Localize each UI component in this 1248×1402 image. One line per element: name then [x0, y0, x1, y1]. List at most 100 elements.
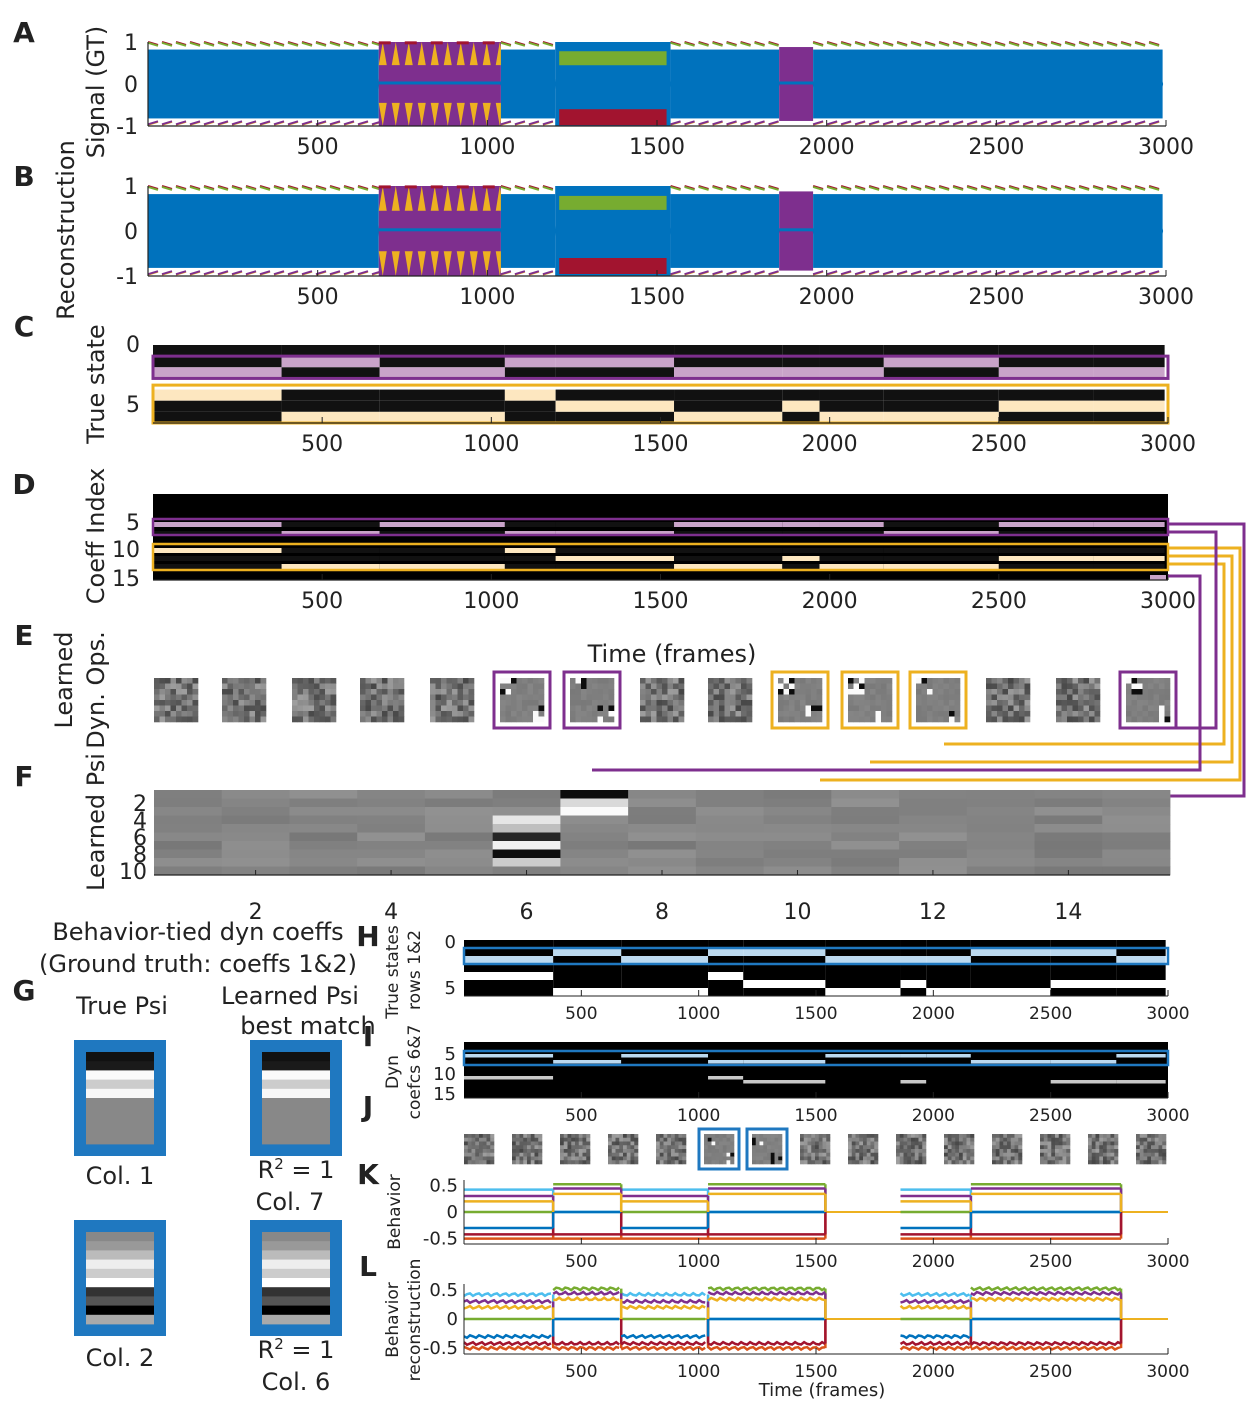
matrix-cell — [170, 694, 177, 701]
matrix-cell — [1010, 1145, 1015, 1150]
heatmap-cell — [819, 556, 884, 561]
panel-i-ytick-label: 5 — [445, 1044, 456, 1065]
matrix-cell — [1143, 1152, 1148, 1157]
matrix-cell — [1002, 716, 1009, 723]
matrix-cell — [292, 711, 298, 717]
matrix-cell — [582, 1149, 587, 1154]
matrix-cell — [859, 716, 865, 723]
heatmap-cell — [819, 411, 884, 423]
matrix-cell — [527, 705, 534, 712]
panel-d-xtick-label: 2500 — [971, 589, 1027, 614]
signal-edge — [147, 185, 159, 191]
matrix-cell — [292, 683, 298, 690]
matrix-cell — [441, 711, 447, 717]
matrix-cell — [811, 1152, 816, 1157]
matrix-cell — [662, 705, 668, 712]
matrix-cell — [962, 1152, 967, 1157]
matrix-cell — [1019, 700, 1025, 706]
matrix-cell — [1043, 1141, 1048, 1146]
matrix-cell — [522, 700, 528, 706]
psi-cell — [628, 790, 697, 799]
signal-edge — [768, 120, 779, 126]
signal-spike — [378, 102, 387, 126]
matrix-cell — [592, 683, 598, 690]
matrix-cell — [682, 1156, 687, 1161]
heatmap-cell — [621, 940, 709, 948]
heatmap-cell — [1116, 980, 1166, 988]
signal-edge — [1036, 41, 1048, 47]
matrix-cell — [1095, 1149, 1100, 1154]
psi-band — [262, 1268, 330, 1279]
signal-edge — [1106, 270, 1118, 276]
psi-cell — [695, 866, 764, 876]
matrix-cell — [770, 1145, 775, 1150]
matrix-cell — [1114, 1160, 1119, 1165]
heatmap-cell — [555, 531, 675, 536]
matrix-cell — [1051, 1134, 1056, 1139]
panel-letter-j: J — [361, 1090, 373, 1123]
matrix-cell — [512, 1134, 517, 1139]
matrix-cell — [467, 1141, 472, 1146]
psi-cell — [695, 858, 764, 867]
signal-spike — [417, 186, 426, 211]
matrix-cell — [360, 716, 366, 723]
matrix-cell — [360, 689, 366, 695]
matrix-cell — [578, 1156, 583, 1161]
panel-i-xtick-label: 1000 — [677, 1106, 720, 1126]
matrix-cell — [505, 716, 512, 723]
matrix-cell — [515, 1134, 520, 1139]
panel-k-ytick-label: -0.5 — [423, 1229, 458, 1250]
matrix-cell — [911, 1145, 916, 1150]
matrix-cell — [608, 694, 615, 701]
matrix-cell — [1164, 683, 1171, 690]
matrix-cell — [1083, 700, 1090, 706]
matrix-cell — [730, 700, 736, 706]
matrix-cell — [630, 1141, 635, 1146]
matrix-cell — [1148, 700, 1154, 706]
matrix-cell — [1040, 1160, 1045, 1165]
matrix-cell — [851, 1134, 856, 1139]
matrix-cell — [325, 705, 331, 712]
panel-h-xtick-label: 2000 — [912, 1004, 955, 1024]
matrix-cell — [325, 689, 331, 695]
matrix-cell — [181, 711, 188, 717]
panel-b-xtick-label: 500 — [297, 285, 339, 310]
matrix-cell — [615, 1152, 620, 1157]
heatmap-cell — [825, 972, 901, 980]
matrix-cell — [446, 689, 453, 695]
matrix-cell — [1014, 1156, 1019, 1161]
signal-edge — [1120, 270, 1132, 276]
panel-f-xtick-label: 10 — [783, 900, 811, 925]
signal-edge — [1148, 120, 1160, 126]
matrix-cell — [1162, 1152, 1167, 1157]
matrix-cell — [970, 1160, 975, 1165]
matrix-cell — [807, 1160, 812, 1165]
matrix-cell — [715, 1160, 720, 1165]
signal-edge — [1078, 185, 1090, 191]
matrix-cell — [1158, 1160, 1163, 1165]
matrix-cell — [1058, 1141, 1063, 1146]
signal-edge — [1134, 120, 1146, 126]
matrix-cell — [752, 1156, 757, 1161]
matrix-cell — [382, 700, 388, 706]
matrix-cell — [611, 1156, 616, 1161]
psi-cell — [424, 841, 494, 850]
matrix-cell — [1007, 1156, 1012, 1161]
matrix-cell — [800, 700, 806, 706]
matrix-cell — [365, 678, 372, 684]
matrix-cell — [1099, 1145, 1104, 1150]
matrix-cell — [446, 716, 453, 723]
matrix-cell — [671, 1141, 676, 1146]
matrix-cell — [899, 1141, 904, 1146]
matrix-cell — [1008, 694, 1014, 701]
psi-cell — [424, 807, 494, 816]
matrix-cell — [944, 1134, 949, 1139]
matrix-cell — [1062, 1137, 1067, 1142]
heatmap-cell — [1116, 1054, 1166, 1058]
heatmap-cell — [782, 411, 820, 423]
matrix-cell — [464, 1141, 469, 1146]
j-dyn-op-highlight-blue — [745, 1127, 789, 1171]
signal-edge — [1008, 41, 1020, 47]
matrix-cell — [907, 1160, 912, 1165]
